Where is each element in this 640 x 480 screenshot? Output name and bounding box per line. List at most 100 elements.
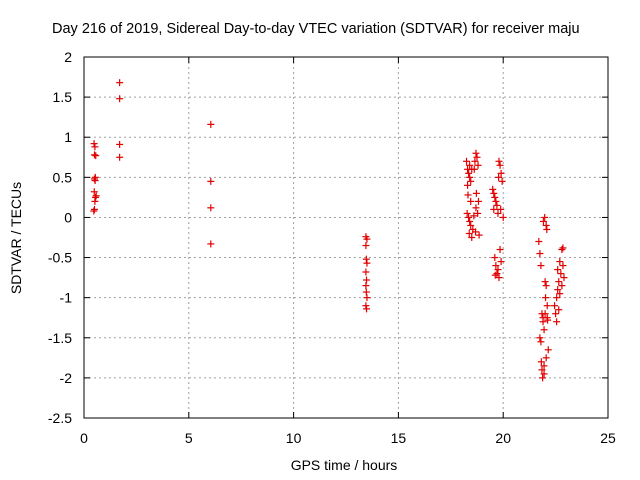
data-point [538, 366, 546, 374]
y-tick-label: 1 [64, 129, 72, 145]
data-point [541, 278, 549, 286]
chart-title: Day 216 of 2019, Sidereal Day-to-day VTE… [52, 21, 580, 37]
data-point [467, 177, 475, 185]
data-point [536, 250, 544, 258]
data-point [363, 259, 371, 267]
data-point [116, 140, 124, 148]
data-point [466, 217, 474, 225]
y-tick-label: -1 [60, 290, 73, 306]
data-point [556, 258, 564, 266]
data-point [116, 79, 124, 87]
data-point [91, 177, 99, 185]
data-point [497, 258, 505, 266]
data-point [362, 288, 370, 296]
data-point [472, 149, 480, 157]
x-tick-label: 5 [185, 430, 193, 446]
data-point [537, 358, 545, 366]
data-point [90, 188, 98, 196]
data-point [539, 217, 547, 225]
data-point [465, 169, 473, 177]
data-point [499, 213, 507, 221]
data-point [491, 193, 499, 201]
x-axis-label: GPS time / hours [291, 457, 398, 473]
data-point [542, 221, 550, 229]
data-point [559, 244, 567, 252]
data-point [558, 246, 566, 254]
data-point [496, 161, 504, 169]
data-point [90, 205, 98, 213]
data-point [559, 262, 567, 270]
data-point [537, 262, 545, 270]
data-point [496, 246, 504, 254]
data-point [90, 151, 98, 159]
data-point [543, 225, 551, 233]
data-point [556, 290, 564, 298]
data-point [494, 209, 502, 217]
y-tick-label: -1.5 [48, 330, 72, 346]
data-point [495, 274, 503, 282]
data-point [552, 310, 560, 318]
data-point [470, 212, 478, 220]
plot-frame [83, 56, 609, 419]
y-axis-label: SDTVAR / TECUs [8, 182, 24, 294]
data-point [362, 302, 370, 310]
data-point [541, 310, 549, 318]
data-point [539, 374, 547, 382]
data-point [91, 197, 99, 205]
data-point [490, 205, 498, 213]
data-point [467, 221, 475, 229]
data-point [490, 189, 498, 197]
data-point [464, 181, 472, 189]
data-point [494, 266, 502, 274]
data-point [474, 161, 482, 169]
data-point [495, 157, 503, 165]
data-point [542, 294, 550, 302]
y-tick-label: -2 [60, 370, 73, 386]
data-point [466, 161, 474, 169]
data-point [493, 201, 501, 209]
data-point [363, 276, 371, 284]
data-point [540, 362, 548, 370]
data-point [472, 189, 480, 197]
data-point [207, 240, 215, 248]
data-point [491, 271, 499, 279]
y-tick-label: 0 [64, 209, 72, 225]
data-point [90, 140, 98, 148]
data-point [539, 318, 547, 326]
data-point [363, 305, 371, 313]
data-point [540, 326, 548, 334]
data-point [489, 185, 497, 193]
data-point [92, 193, 100, 201]
data-point [555, 278, 563, 286]
data-point [553, 294, 561, 302]
data-point [495, 173, 503, 181]
data-point [472, 228, 480, 236]
data-point [91, 143, 99, 151]
data-point [497, 205, 505, 213]
data-point [542, 282, 550, 290]
data-point [468, 234, 476, 241]
data-point [116, 153, 124, 161]
data-point [464, 191, 472, 199]
data-point [542, 354, 550, 362]
data-point [497, 169, 505, 177]
data-point [544, 316, 552, 324]
data-point [463, 209, 471, 217]
data-points [90, 79, 568, 382]
data-point [544, 346, 552, 354]
data-point [207, 120, 215, 128]
data-point [535, 238, 543, 246]
data-point [553, 318, 561, 326]
data-point [554, 286, 562, 294]
x-tick-label: 0 [80, 430, 88, 446]
data-point [467, 197, 475, 205]
x-tick-label: 15 [391, 430, 407, 446]
data-point [363, 235, 371, 243]
data-point [491, 254, 499, 262]
data-point [362, 242, 370, 250]
data-point [471, 157, 479, 165]
data-point [92, 152, 100, 160]
x-tick-label: 20 [495, 430, 511, 446]
data-point [492, 262, 500, 270]
